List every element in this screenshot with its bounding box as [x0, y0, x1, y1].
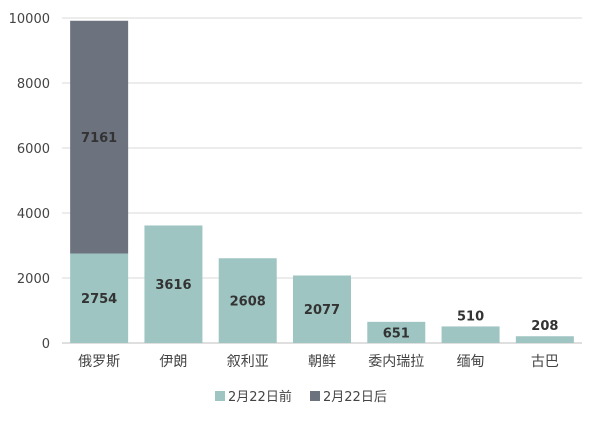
bar-segment [144, 225, 203, 343]
bar-segment [441, 326, 500, 343]
x-category-label: 缅甸 [457, 354, 485, 370]
bar-segment [70, 20, 129, 254]
bar-segment [218, 258, 277, 343]
data-label: 3616 [155, 278, 191, 293]
y-axis-ticks: 0 2000 4000 6000 8000 10000 [9, 12, 50, 352]
legend-label: 2月22日后 [323, 390, 387, 405]
data-label: 510 [457, 309, 484, 324]
y-tick-label: 6000 [17, 142, 50, 157]
bar-segment [293, 275, 351, 343]
legend-swatch [310, 391, 320, 401]
data-labels: 2754 7161 3616 2608 2077 651 510 208 [81, 131, 558, 341]
data-label: 2077 [304, 303, 340, 318]
x-category-label: 古巴 [531, 354, 559, 370]
y-tick-label: 0 [42, 337, 50, 352]
data-label: 208 [531, 319, 558, 334]
bar-segment [515, 336, 574, 343]
y-tick-label: 2000 [17, 272, 50, 287]
y-tick-label: 8000 [17, 77, 50, 92]
data-label: 2754 [81, 292, 117, 307]
data-label: 7161 [81, 131, 117, 146]
x-category-label: 委内瑞拉 [368, 354, 424, 370]
data-label: 651 [383, 326, 410, 341]
x-category-label: 叙利亚 [227, 353, 269, 370]
y-tick-label: 10000 [9, 12, 50, 27]
bars [70, 20, 574, 343]
data-label: 2608 [230, 295, 266, 310]
legend-label: 2月22日前 [228, 389, 292, 405]
x-category-label: 伊朗 [159, 354, 187, 370]
legend: 2月22日前 2月22日后 [215, 389, 387, 405]
x-category-label: 朝鲜 [308, 354, 336, 370]
bar-segment [367, 321, 426, 343]
legend-swatch [215, 391, 225, 401]
y-tick-label: 4000 [17, 207, 50, 222]
x-axis-categories: 俄罗斯 伊朗 叙利亚 朝鲜 委内瑞拉 缅甸 古巴 [78, 353, 559, 370]
bar-segment [70, 253, 129, 343]
x-category-label: 俄罗斯 [78, 354, 120, 370]
